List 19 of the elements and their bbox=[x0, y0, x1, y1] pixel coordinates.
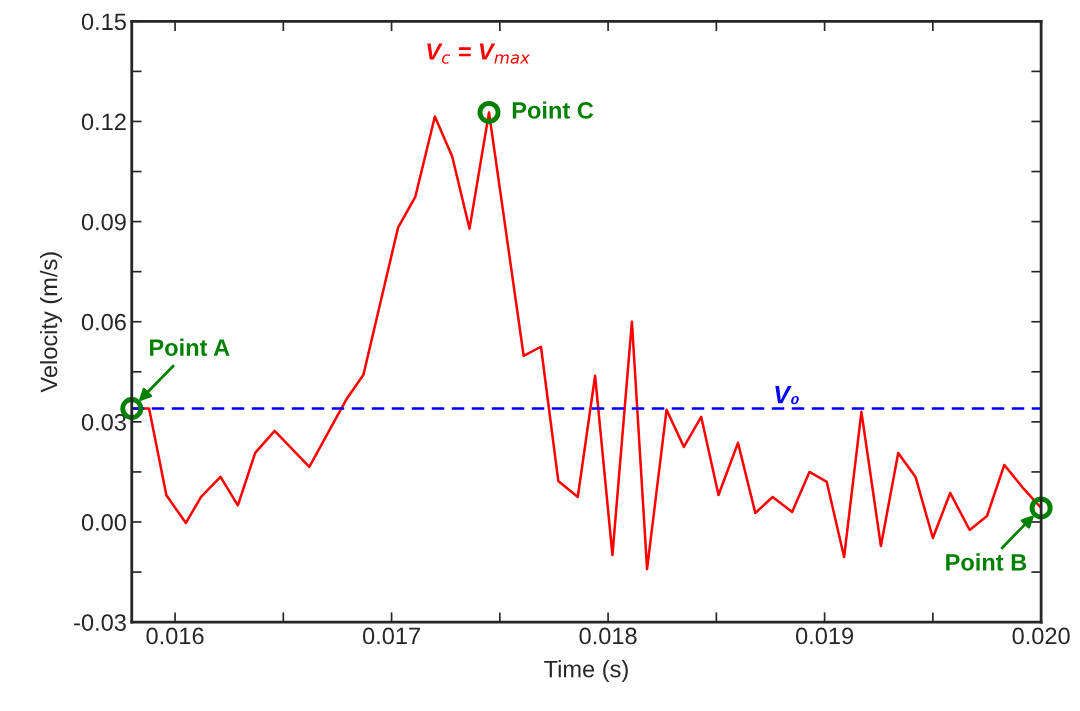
y-tick-label: -0.03 bbox=[74, 614, 126, 631]
annotation: V$_{c}$ = V$_{max}$ bbox=[427, 43, 530, 64]
x-tick-label: 0.016 bbox=[146, 627, 204, 645]
annotation: Point A bbox=[150, 338, 230, 356]
x-tick-label: 0.019 bbox=[795, 627, 854, 645]
x-axis-title: Time (s) bbox=[544, 660, 628, 683]
y-tick-label: 0.03 bbox=[81, 413, 126, 431]
ref-line-label: V₀ bbox=[775, 386, 799, 405]
annotation: Point C bbox=[512, 101, 594, 119]
y-tick-label: 0.06 bbox=[81, 313, 126, 331]
y-tick-label: 0.15 bbox=[81, 13, 126, 31]
y-tick-label: 0.09 bbox=[81, 213, 126, 231]
x-tick-label: 0.020 bbox=[1012, 627, 1070, 645]
x-tick-label: 0.018 bbox=[579, 627, 637, 645]
annotation: Point B bbox=[946, 553, 1027, 571]
x-tick-label: 0.017 bbox=[362, 627, 420, 645]
y-tick-label: 0.12 bbox=[81, 113, 126, 131]
y-axis-title: Velocity (m/s) bbox=[39, 252, 62, 393]
y-tick-label: 0.00 bbox=[81, 514, 126, 531]
